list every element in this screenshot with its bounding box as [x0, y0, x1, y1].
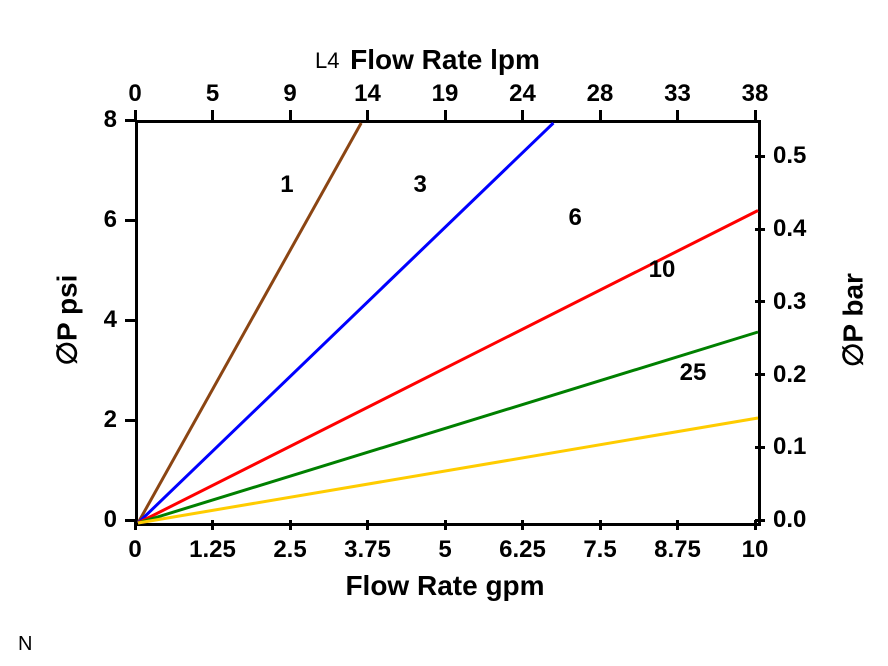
top-tick-label: 19 — [432, 80, 459, 108]
right-tick — [755, 446, 765, 449]
series-lines — [138, 123, 758, 523]
bottom-tick — [676, 520, 679, 530]
right-tick — [755, 300, 765, 303]
top-tick — [211, 110, 214, 120]
bottom-tick — [289, 520, 292, 530]
right-tick-label: 0.5 — [773, 142, 806, 170]
left-tick-label: 0 — [104, 506, 117, 534]
right-tick — [755, 373, 765, 376]
left-tick — [125, 119, 135, 122]
right-axis-title: ∅P bar — [837, 273, 870, 367]
bottom-tick-label: 1.25 — [189, 536, 236, 564]
right-tick — [755, 519, 765, 522]
top-tick-label: 5 — [206, 80, 219, 108]
series-line-10 — [138, 332, 758, 523]
top-tick-label: 24 — [509, 80, 536, 108]
series-label-3: 3 — [414, 171, 427, 199]
left-tick-label: 6 — [104, 206, 117, 234]
top-tick — [754, 110, 757, 120]
left-axis-title: ∅P psi — [51, 275, 84, 366]
bottom-tick — [366, 520, 369, 530]
top-tick — [676, 110, 679, 120]
series-label-25: 25 — [680, 359, 707, 387]
top-tick-label: 14 — [354, 80, 381, 108]
left-tick — [125, 519, 135, 522]
bottom-tick — [444, 520, 447, 530]
bottom-tick — [754, 520, 757, 530]
left-tick-label: 8 — [104, 106, 117, 134]
top-tick-label: 9 — [283, 80, 296, 108]
top-tick-label: 38 — [742, 80, 769, 108]
series-label-1: 1 — [280, 171, 293, 199]
top-tick — [521, 110, 524, 120]
top-tick — [599, 110, 602, 120]
top-tick-label: 28 — [587, 80, 614, 108]
right-tick-label: 0.1 — [773, 433, 806, 461]
series-label-6: 6 — [569, 204, 582, 232]
footer-label: N — [18, 633, 32, 656]
bottom-tick-label: 6.25 — [499, 536, 546, 564]
right-tick-label: 0.0 — [773, 506, 806, 534]
top-tick — [444, 110, 447, 120]
chart-container: 01.252.53.7556.257.58.7510Flow Rate gpm0… — [0, 0, 888, 666]
left-tick-label: 4 — [104, 306, 117, 334]
right-tick — [755, 228, 765, 231]
right-tick-label: 0.3 — [773, 288, 806, 316]
bottom-tick-label: 7.5 — [583, 536, 616, 564]
top-tick — [289, 110, 292, 120]
top-tick-label: 33 — [664, 80, 691, 108]
left-tick — [125, 219, 135, 222]
right-tick-label: 0.2 — [773, 361, 806, 389]
bottom-tick-label: 10 — [742, 536, 769, 564]
plot-area — [135, 120, 761, 526]
right-tick-label: 0.4 — [773, 215, 806, 243]
top-tick — [366, 110, 369, 120]
left-tick — [125, 319, 135, 322]
left-tick — [125, 419, 135, 422]
bottom-tick-label: 2.5 — [273, 536, 306, 564]
right-tick — [755, 155, 765, 158]
bottom-tick-label: 0 — [128, 536, 141, 564]
bottom-axis-title: Flow Rate gpm — [345, 570, 544, 602]
top-axis-title: Flow Rate lpm — [350, 44, 540, 76]
bottom-tick — [211, 520, 214, 530]
bottom-tick — [521, 520, 524, 530]
top-axis-prelabel: L4 — [315, 48, 339, 74]
series-label-10: 10 — [649, 256, 676, 284]
bottom-tick-label: 5 — [438, 536, 451, 564]
top-tick-label: 0 — [128, 80, 141, 108]
bottom-tick-label: 8.75 — [654, 536, 701, 564]
left-tick-label: 2 — [104, 406, 117, 434]
bottom-tick-label: 3.75 — [344, 536, 391, 564]
bottom-tick — [134, 520, 137, 530]
bottom-tick — [599, 520, 602, 530]
